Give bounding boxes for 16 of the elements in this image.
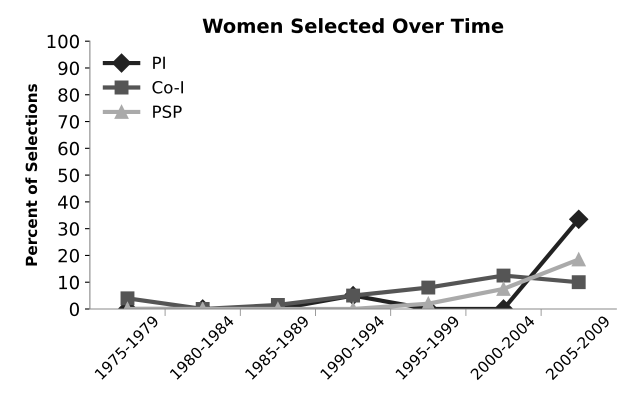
y-tick-label: 50 bbox=[58, 168, 79, 182]
y-tick-label: 40 bbox=[58, 195, 79, 209]
y-axis-title: Percent of Selections bbox=[25, 84, 38, 266]
y-tick-label: 60 bbox=[58, 142, 79, 156]
y-tick-label: 80 bbox=[58, 88, 79, 102]
y-tick-label: 20 bbox=[58, 248, 79, 263]
y-tick-label: 100 bbox=[48, 34, 79, 48]
y-tick-label: 30 bbox=[58, 222, 79, 236]
y-tick-label: 10 bbox=[59, 276, 79, 290]
chart-title: Women Selected Over Time bbox=[202, 18, 504, 34]
y-tick-label: 70 bbox=[58, 115, 79, 129]
y-tick-label: 0 bbox=[70, 302, 79, 316]
legend-label: PI bbox=[153, 56, 165, 69]
y-tick-label: 90 bbox=[58, 61, 79, 76]
legend-label: PSP bbox=[153, 105, 182, 118]
legend-label: Co-I bbox=[152, 80, 183, 94]
